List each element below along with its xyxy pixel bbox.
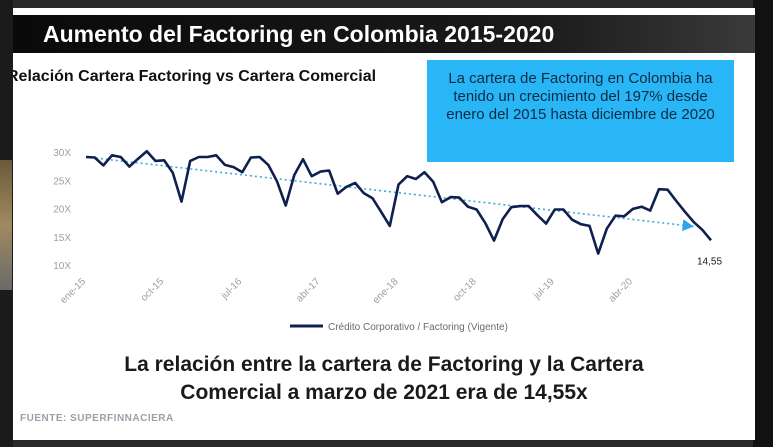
last-value-label: 14,55 bbox=[697, 256, 722, 267]
conclusion-text: La relación entre la cartera de Factorin… bbox=[13, 351, 755, 407]
x-tick-label: oct-18 bbox=[451, 276, 479, 304]
y-tick-label: 20X bbox=[53, 205, 71, 216]
x-axis: ene-15 oct-15 jul-16 abr-17 ene-18 oct-18 jul-… bbox=[58, 276, 635, 306]
legend-label: Crédito Corporativo / Factoring (Vigente… bbox=[328, 322, 508, 333]
source-note: FUENTE: SUPERFINNACIERA bbox=[20, 413, 174, 424]
line-chart: 10X 15X 20X 25X 30X ene-15 oct-15 jul-16 abr-17… bbox=[53, 148, 722, 333]
trend-arrow-icon bbox=[682, 219, 694, 232]
x-tick-label: oct-15 bbox=[139, 276, 167, 304]
right-side-panel bbox=[753, 0, 773, 447]
left-side-panel bbox=[0, 0, 13, 447]
y-tick-label: 10X bbox=[53, 261, 71, 272]
presentation-slide: Aumento del Factoring en Colombia 2015-2… bbox=[13, 8, 755, 440]
y-tick-label: 30X bbox=[53, 148, 71, 159]
legend: Crédito Corporativo / Factoring (Vigente… bbox=[290, 322, 508, 333]
y-axis: 10X 15X 20X 25X 30X bbox=[53, 148, 71, 272]
growth-callout: La cartera de Factoring en Colombia ha t… bbox=[427, 60, 734, 162]
x-tick-label: abr-20 bbox=[607, 276, 636, 305]
series-line bbox=[85, 150, 713, 255]
x-tick-label: ene-18 bbox=[371, 276, 401, 306]
chart-title: Relación Cartera Factoring vs Cartera Co… bbox=[13, 68, 377, 85]
y-tick-label: 15X bbox=[53, 233, 71, 244]
x-tick-label: ene-15 bbox=[58, 276, 88, 306]
x-tick-label: abr-17 bbox=[294, 276, 323, 305]
x-tick-label: jul-16 bbox=[219, 276, 245, 302]
side-thumbnail bbox=[0, 160, 12, 290]
y-tick-label: 25X bbox=[53, 176, 71, 187]
slide-title: Aumento del Factoring en Colombia 2015-2… bbox=[43, 21, 555, 47]
x-tick-label: jul-19 bbox=[531, 276, 557, 302]
title-bar: Aumento del Factoring en Colombia 2015-2… bbox=[13, 15, 755, 53]
conclusion-line-2: Comercial a marzo de 2021 era de 14,55x bbox=[180, 381, 588, 404]
trend-line bbox=[85, 156, 694, 228]
conclusion-line-1: La relación entre la cartera de Factorin… bbox=[124, 353, 644, 376]
